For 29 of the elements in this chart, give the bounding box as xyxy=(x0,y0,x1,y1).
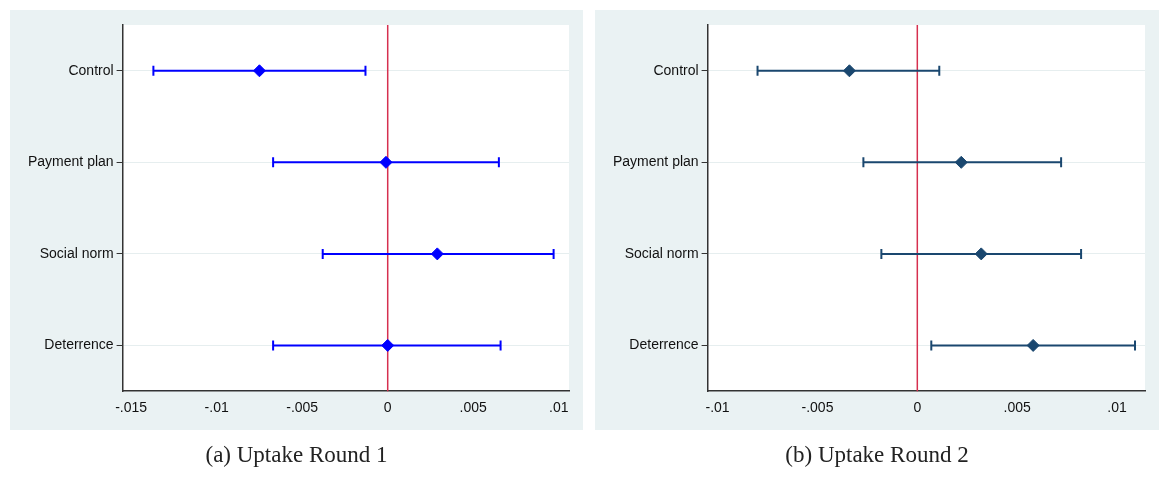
point xyxy=(252,64,266,78)
x-tick-label: -.01 xyxy=(204,399,229,416)
y-tick-label: Social norm xyxy=(624,244,699,261)
x-tick-label: .01 xyxy=(549,399,569,416)
x-tick-label: .005 xyxy=(459,399,488,416)
point xyxy=(974,247,988,261)
point xyxy=(954,155,968,169)
x-tick-label: 0 xyxy=(913,399,922,416)
x-tick-label: .01 xyxy=(1107,399,1127,416)
x-tick-label: -.015 xyxy=(115,399,148,416)
y-tick-label: Control xyxy=(68,61,114,78)
x-tick-label: -.005 xyxy=(286,399,319,416)
point xyxy=(842,64,856,78)
y-tick-label: Payment plan xyxy=(613,153,699,170)
point xyxy=(379,155,393,169)
y-tick-label: Social norm xyxy=(39,244,114,261)
x-tick-label: 0 xyxy=(383,399,392,416)
text: (a) Uptake Round 1 xyxy=(204,442,389,468)
y-tick-label: Payment plan xyxy=(28,153,114,170)
point xyxy=(1026,338,1040,352)
point xyxy=(381,338,395,352)
x-tick-label: -.005 xyxy=(801,399,834,416)
point xyxy=(430,247,444,261)
x-tick-label: -.01 xyxy=(705,399,730,416)
text: (b) Uptake Round 2 xyxy=(784,442,970,468)
y-tick-label: Control xyxy=(653,61,699,78)
y-tick-label: Deterrence xyxy=(629,336,699,353)
y-tick-label: Deterrence xyxy=(44,336,114,353)
x-tick-label: .005 xyxy=(1003,399,1032,416)
